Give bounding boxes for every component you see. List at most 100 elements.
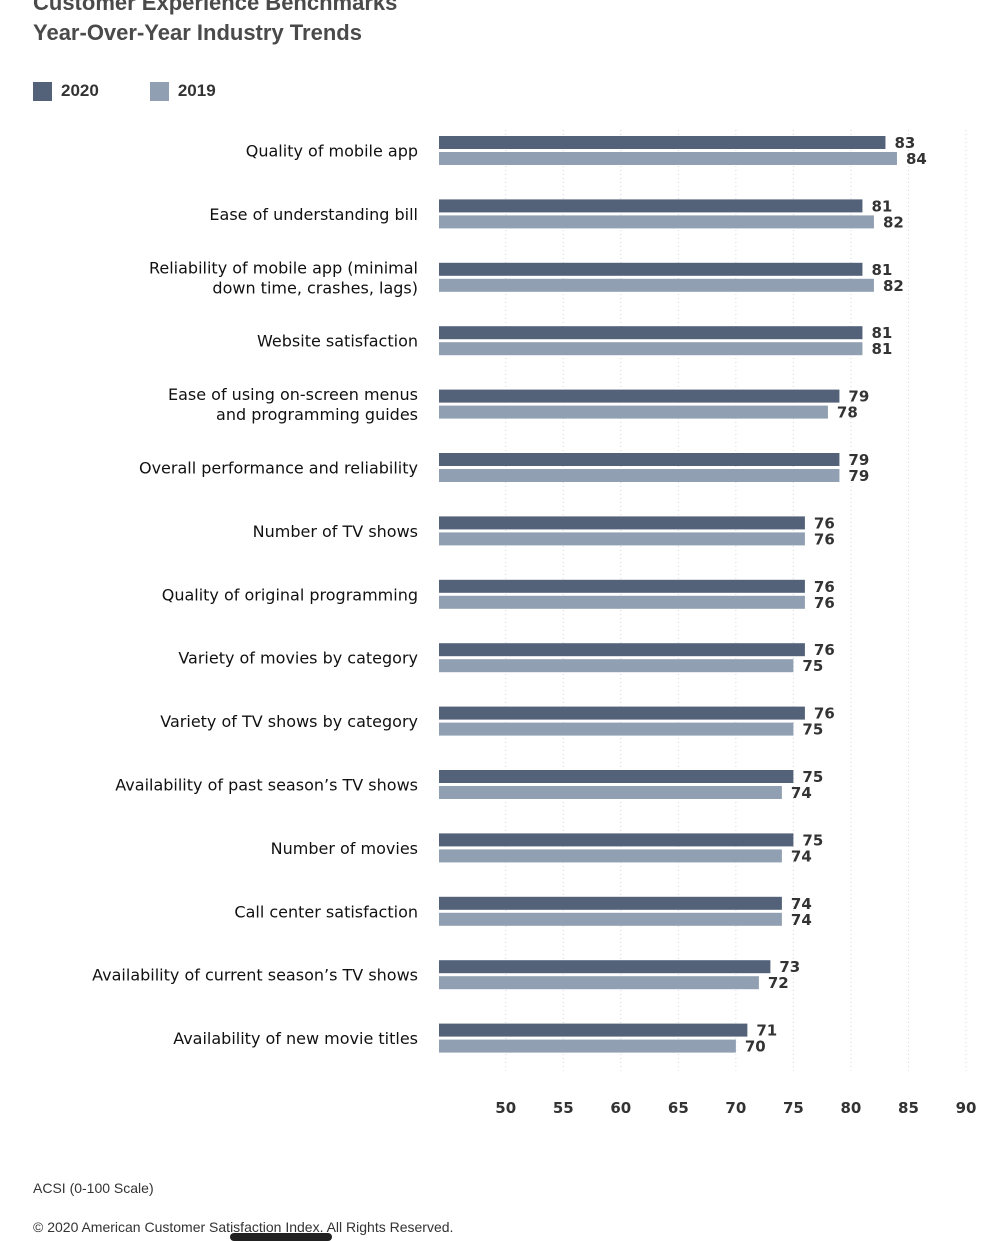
category-label-4-line-0: Ease of using on-screen menus bbox=[168, 385, 418, 404]
bar-2020-0 bbox=[439, 136, 886, 149]
value-label-2019-3: 81 bbox=[871, 340, 892, 358]
category-label-14: Availability of new movie titles bbox=[173, 1029, 418, 1048]
bar-2019-13 bbox=[439, 976, 759, 990]
bar-2019-7 bbox=[439, 595, 805, 609]
scale-note: ACSI (0-100 Scale) bbox=[33, 1180, 154, 1196]
bar-2019-12 bbox=[439, 912, 782, 926]
category-label-2-line-0: Reliability of mobile app (minimal bbox=[149, 258, 418, 277]
legend-label-2020: 2020 bbox=[61, 81, 99, 100]
bar-2020-11 bbox=[439, 833, 794, 847]
value-label-2019-14: 70 bbox=[745, 1038, 766, 1056]
category-label-8: Variety of movies by category bbox=[178, 649, 418, 668]
bar-2019-10 bbox=[439, 786, 782, 799]
value-label-2019-0: 84 bbox=[906, 150, 927, 168]
value-label-2020-3: 81 bbox=[871, 324, 892, 342]
bar-2019-4 bbox=[439, 405, 828, 419]
value-label-2020-5: 79 bbox=[848, 451, 869, 469]
legend-swatch-2020 bbox=[33, 81, 52, 101]
copyright-text: © 2020 American Customer Satisfaction In… bbox=[33, 1219, 454, 1235]
x-tick-label-75: 75 bbox=[783, 1099, 804, 1117]
x-tick-label-60: 60 bbox=[610, 1099, 631, 1117]
category-label-6: Number of TV shows bbox=[253, 522, 418, 541]
bar-2019-6 bbox=[439, 532, 805, 546]
value-label-2019-2: 82 bbox=[883, 277, 904, 295]
category-label-11: Number of movies bbox=[271, 839, 418, 858]
bar-2019-11 bbox=[439, 849, 782, 863]
scroll-indicator bbox=[230, 1233, 332, 1241]
value-label-2020-9: 76 bbox=[814, 705, 835, 723]
value-label-2020-13: 73 bbox=[779, 958, 800, 976]
bar-2020-1 bbox=[439, 199, 863, 213]
category-label-9: Variety of TV shows by category bbox=[160, 712, 418, 731]
value-label-2019-1: 82 bbox=[883, 213, 904, 231]
category-label-0: Quality of mobile app bbox=[246, 142, 418, 161]
category-label-3: Website satisfaction bbox=[257, 332, 418, 351]
bar-2019-5 bbox=[439, 469, 840, 482]
value-label-2019-6: 76 bbox=[814, 530, 835, 548]
x-tick-label-65: 65 bbox=[668, 1099, 689, 1117]
bar-2019-9 bbox=[439, 722, 794, 736]
bar-2019-0 bbox=[439, 152, 897, 165]
bar-2019-8 bbox=[439, 659, 794, 673]
bar-2019-3 bbox=[439, 342, 863, 356]
chart-title: Customer Experience Benchmarks bbox=[33, 0, 398, 15]
value-label-2019-9: 75 bbox=[802, 721, 823, 739]
bar-2020-13 bbox=[439, 960, 771, 974]
bar-2020-12 bbox=[439, 896, 782, 910]
bar-2020-4 bbox=[439, 389, 840, 403]
value-label-2019-5: 79 bbox=[848, 467, 869, 485]
chart-subtitle: Year-Over-Year Industry Trends bbox=[33, 20, 362, 45]
bar-2020-2 bbox=[439, 262, 863, 276]
category-label-2-line-1: down time, crashes, lags) bbox=[212, 278, 418, 297]
category-label-7: Quality of original programming bbox=[162, 585, 418, 604]
bar-2019-1 bbox=[439, 215, 874, 229]
chart-legend: 2020 2019 bbox=[33, 81, 267, 101]
value-label-2020-6: 76 bbox=[814, 514, 835, 532]
bar-2020-7 bbox=[439, 579, 805, 593]
value-label-2020-14: 71 bbox=[756, 1022, 777, 1040]
value-label-2020-7: 76 bbox=[814, 578, 835, 596]
bar-2020-9 bbox=[439, 706, 805, 720]
value-label-2020-11: 75 bbox=[802, 831, 823, 849]
bar-2019-2 bbox=[439, 278, 874, 292]
legend-item-2020: 2020 bbox=[33, 81, 99, 101]
value-label-2019-8: 75 bbox=[802, 657, 823, 675]
value-label-2020-4: 79 bbox=[848, 388, 869, 406]
x-tick-label-55: 55 bbox=[553, 1099, 574, 1117]
value-label-2020-0: 83 bbox=[894, 134, 915, 152]
x-tick-label-85: 85 bbox=[898, 1099, 919, 1117]
bar-2020-6 bbox=[439, 516, 805, 530]
legend-item-2019: 2019 bbox=[149, 81, 216, 101]
bar-2020-14 bbox=[439, 1023, 748, 1037]
bar-2019-14 bbox=[439, 1039, 736, 1053]
bar-2020-8 bbox=[439, 643, 805, 657]
value-label-2020-8: 76 bbox=[814, 641, 835, 659]
category-label-12: Call center satisfaction bbox=[234, 902, 418, 921]
legend-swatch-2019 bbox=[149, 81, 169, 101]
x-tick-label-70: 70 bbox=[725, 1099, 746, 1117]
category-label-5: Overall performance and reliability bbox=[139, 459, 418, 478]
bar-2020-10 bbox=[439, 770, 794, 783]
value-label-2019-10: 74 bbox=[791, 784, 812, 802]
value-label-2019-7: 76 bbox=[814, 594, 835, 612]
x-tick-label-80: 80 bbox=[840, 1099, 861, 1117]
value-label-2019-13: 72 bbox=[768, 974, 789, 992]
category-label-13: Availability of current season’s TV show… bbox=[92, 966, 418, 985]
category-label-1: Ease of understanding bill bbox=[209, 205, 418, 224]
value-label-2020-1: 81 bbox=[871, 197, 892, 215]
category-label-10: Availability of past season’s TV shows bbox=[115, 776, 418, 795]
value-label-2020-10: 75 bbox=[802, 768, 823, 786]
chart-title-block: Customer Experience Benchmarks Year-Over… bbox=[33, 0, 397, 48]
category-label-4-line-1: and programming guides bbox=[216, 405, 418, 424]
value-label-2020-12: 74 bbox=[791, 895, 812, 913]
x-tick-label-90: 90 bbox=[956, 1099, 977, 1117]
value-label-2019-4: 78 bbox=[837, 404, 858, 422]
value-label-2019-11: 74 bbox=[791, 847, 812, 865]
bar-2020-3 bbox=[439, 326, 863, 340]
value-label-2019-12: 74 bbox=[791, 911, 812, 929]
legend-label-2019: 2019 bbox=[177, 81, 216, 100]
bar-2020-5 bbox=[439, 453, 840, 466]
value-label-2020-2: 81 bbox=[871, 261, 892, 279]
x-tick-label-50: 50 bbox=[495, 1099, 516, 1117]
